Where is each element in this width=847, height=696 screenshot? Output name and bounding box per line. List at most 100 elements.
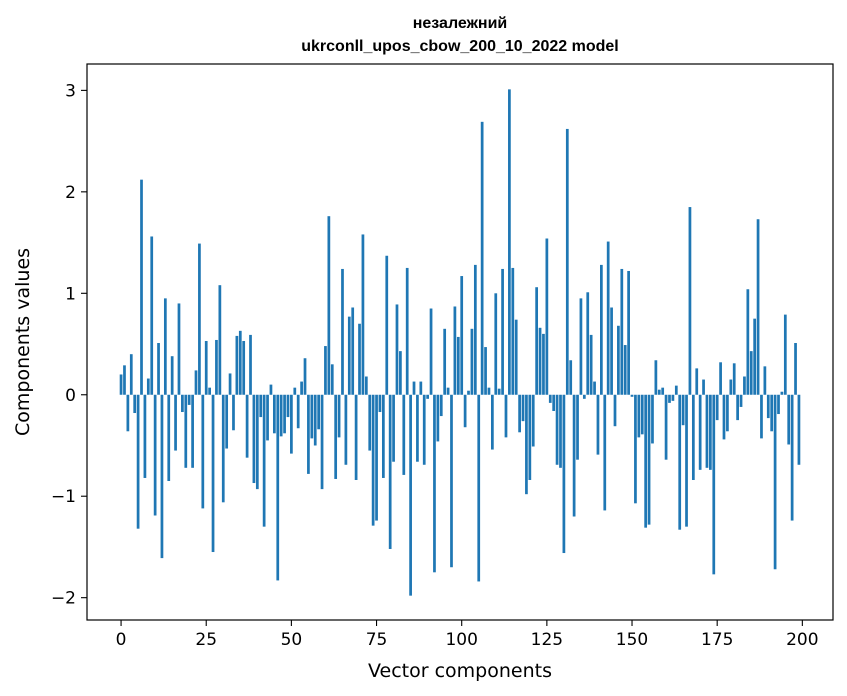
bar: [715, 394, 719, 421]
bar: [634, 394, 637, 504]
bar: [674, 385, 678, 395]
bar: [163, 298, 167, 395]
x-tick-label: 100: [445, 630, 477, 650]
bar: [153, 394, 157, 516]
bar: [508, 89, 511, 395]
bar: [123, 365, 126, 395]
bar: [617, 325, 620, 395]
bar: [358, 323, 361, 395]
bar: [525, 394, 528, 495]
bar: [651, 394, 654, 444]
bar: [317, 394, 320, 430]
bar-series: [119, 89, 801, 596]
bar: [402, 394, 406, 475]
bar: [606, 241, 610, 395]
bar: [296, 394, 300, 429]
bar: [773, 394, 777, 570]
bar: [518, 394, 521, 433]
bar: [501, 268, 504, 395]
bar: [640, 394, 644, 435]
bar: [140, 179, 143, 395]
bar: [473, 264, 477, 395]
bar: [770, 394, 774, 432]
x-tick-label: 150: [616, 630, 648, 650]
bar: [593, 381, 596, 395]
chart-title-line-1: незалежний: [413, 15, 508, 32]
bar: [307, 394, 310, 474]
bar: [777, 394, 780, 415]
bar: [238, 330, 242, 395]
bar: [630, 394, 634, 397]
bar: [160, 394, 164, 559]
x-tick-label: 125: [531, 630, 563, 650]
bar: [443, 328, 447, 395]
bar: [187, 394, 191, 405]
bar: [565, 128, 569, 395]
bar: [705, 394, 709, 468]
bar: [242, 340, 246, 395]
bar: [719, 362, 722, 395]
bar: [739, 394, 743, 407]
bar: [456, 336, 460, 395]
bar: [497, 388, 501, 395]
bar: [201, 394, 205, 509]
bar: [763, 366, 767, 395]
bar: [381, 394, 385, 478]
bar: [262, 394, 266, 527]
bar: [681, 394, 685, 426]
bar: [671, 394, 675, 401]
bar: [221, 394, 225, 503]
x-axis-ticks: 0 25 50 75 100 125 150 175 200: [116, 620, 819, 650]
bar: [572, 394, 576, 517]
bar: [286, 394, 290, 418]
bar: [470, 328, 474, 395]
bar: [559, 394, 562, 468]
bar: [528, 394, 532, 480]
bar: [146, 378, 150, 395]
bar: [657, 389, 661, 395]
bar: [228, 373, 232, 395]
x-tick-label: 50: [281, 630, 303, 650]
bar: [232, 394, 235, 431]
bar: [484, 347, 487, 395]
bar: [620, 268, 624, 395]
bar: [378, 394, 382, 413]
bar: [395, 304, 399, 395]
bar: [603, 394, 607, 511]
bar: [252, 394, 256, 484]
bar: [150, 236, 154, 395]
bar: [576, 394, 579, 460]
bar: [303, 358, 307, 395]
bar: [416, 394, 419, 462]
bar: [157, 343, 160, 395]
bar: [313, 394, 317, 446]
bar: [783, 314, 787, 395]
y-tick-label: −2: [51, 589, 76, 609]
bar: [491, 394, 494, 450]
bar: [344, 394, 348, 465]
bar: [467, 390, 470, 395]
bar: [204, 340, 208, 395]
x-tick-label: 25: [195, 630, 217, 650]
bar: [337, 394, 341, 438]
bar: [266, 394, 269, 441]
bar: [371, 394, 375, 526]
bar: [245, 394, 249, 458]
bar: [736, 394, 739, 421]
bar: [249, 334, 252, 395]
bar: [542, 333, 545, 395]
y-tick-label: −1: [51, 487, 76, 507]
bar: [191, 394, 194, 468]
y-axis-ticks: −2 −1 0 1 2 3: [51, 81, 87, 609]
bar: [324, 346, 327, 395]
bar: [562, 394, 566, 554]
bar: [511, 267, 515, 395]
bar: [279, 394, 283, 437]
bar: [613, 394, 617, 427]
bar: [582, 394, 586, 399]
bar: [514, 319, 518, 395]
bar: [181, 394, 184, 413]
bar: [787, 394, 791, 445]
bar: [685, 394, 688, 527]
